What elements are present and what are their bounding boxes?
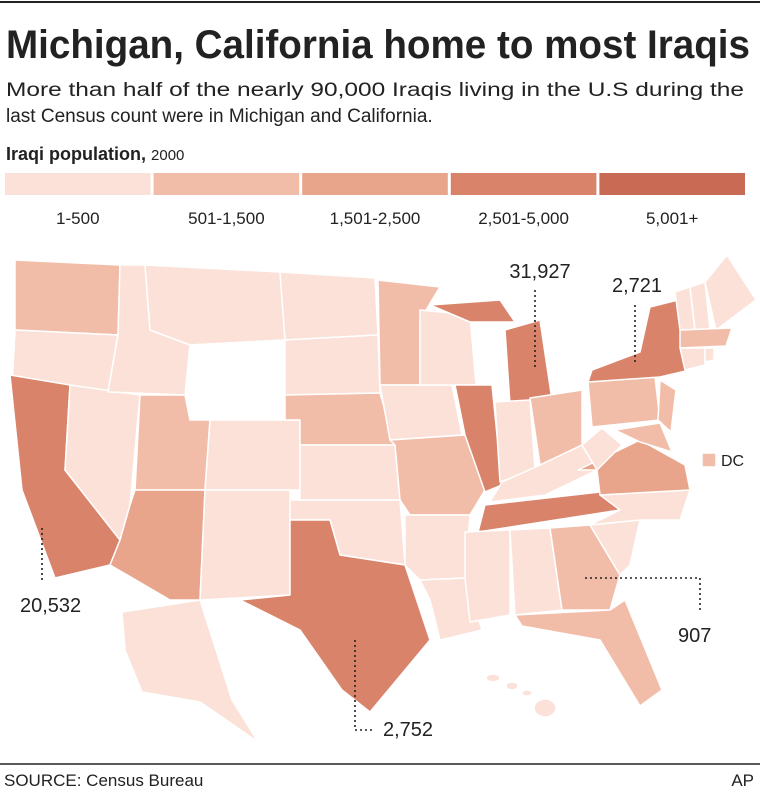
state bbox=[505, 681, 519, 691]
legend-swatch bbox=[153, 173, 300, 195]
legend-title: Iraqi population, 2000 bbox=[6, 144, 184, 164]
callout: 2,752 bbox=[383, 719, 433, 741]
legend-title-text: Iraqi population, bbox=[6, 144, 146, 164]
legend-label: 501-1,500 bbox=[188, 209, 265, 228]
callout-lines bbox=[41, 290, 701, 731]
state bbox=[379, 384, 463, 441]
state bbox=[485, 673, 501, 683]
state bbox=[587, 299, 691, 383]
legend-swatch bbox=[302, 173, 448, 195]
state bbox=[581, 427, 623, 471]
callout: 2,721 bbox=[612, 275, 662, 297]
state bbox=[521, 689, 533, 697]
state bbox=[199, 489, 291, 601]
legend-label: 1-500 bbox=[56, 209, 99, 228]
legend-year: 2000 bbox=[151, 147, 184, 164]
state bbox=[121, 599, 259, 743]
callout: 20,532 bbox=[20, 595, 81, 617]
callout: 907 bbox=[678, 625, 711, 647]
callout: 31,927 bbox=[509, 261, 570, 283]
legend-label: 2,501-5,000 bbox=[478, 209, 569, 228]
state bbox=[454, 384, 503, 493]
state bbox=[279, 271, 379, 341]
title: Michigan, California home to most Iraqis bbox=[6, 23, 750, 67]
states bbox=[9, 254, 757, 743]
state bbox=[657, 379, 677, 433]
subtitle: More than half of the nearly 90,000 Iraq… bbox=[6, 80, 744, 101]
state bbox=[284, 392, 396, 446]
state bbox=[504, 319, 553, 406]
state bbox=[514, 599, 663, 707]
legend-swatch bbox=[599, 173, 745, 195]
state bbox=[239, 519, 431, 713]
state bbox=[429, 299, 516, 323]
state bbox=[679, 347, 706, 371]
state bbox=[284, 334, 381, 396]
state bbox=[204, 419, 301, 491]
state bbox=[144, 264, 286, 346]
state bbox=[14, 259, 121, 336]
state bbox=[299, 444, 401, 501]
legend-label: 1,501-2,500 bbox=[330, 209, 421, 228]
state bbox=[704, 347, 715, 363]
state bbox=[189, 339, 286, 421]
state bbox=[679, 327, 733, 349]
legend-swatch bbox=[5, 173, 151, 195]
state bbox=[404, 514, 471, 581]
credit: AP bbox=[731, 771, 754, 790]
source: SOURCE: Census Bureau bbox=[4, 771, 203, 790]
dc-label: DC bbox=[721, 453, 744, 470]
state bbox=[701, 452, 717, 468]
state bbox=[614, 422, 673, 453]
legend-swatch bbox=[450, 173, 597, 195]
legend-label: 5,001+ bbox=[646, 209, 699, 228]
state bbox=[464, 529, 511, 623]
state bbox=[587, 376, 661, 428]
legend: 1-500 501-1,500 1,501-2,500 2,501-5,000 5,00… bbox=[5, 173, 745, 228]
state bbox=[704, 254, 757, 331]
state bbox=[533, 698, 557, 718]
subtitle: last Census count were in Michigan and C… bbox=[6, 106, 433, 127]
